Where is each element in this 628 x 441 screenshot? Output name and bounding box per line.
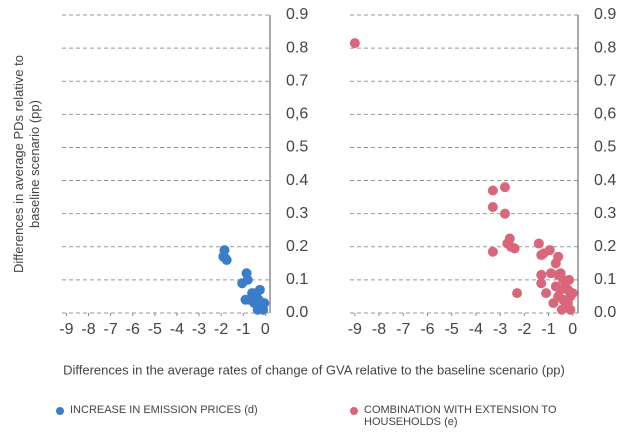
x-tick-label: -7 [396, 321, 410, 338]
point [536, 250, 547, 261]
point [564, 274, 575, 285]
x-tick-label: -7 [104, 321, 118, 338]
point [550, 258, 561, 269]
x-tick-label: -9 [59, 321, 73, 338]
x-tick-label: -1 [541, 321, 555, 338]
x-tick-label: -3 [192, 321, 206, 338]
x-tick-label: -2 [214, 321, 228, 338]
legend-item: COMBINATION WITH EXTENSION TO HOUSEHOLDS… [350, 404, 560, 428]
point [221, 255, 232, 266]
point [237, 278, 248, 289]
y-tick-label: 0.5 [594, 139, 616, 156]
x-tick-label: -6 [420, 321, 434, 338]
y-tick-label: 0.5 [286, 139, 308, 156]
y-tick-label: 0.8 [286, 39, 308, 56]
point [512, 288, 523, 299]
point [553, 291, 564, 302]
y-tick-label: 0.1 [594, 271, 616, 288]
point [565, 304, 576, 315]
point [509, 243, 520, 254]
point [349, 38, 360, 49]
x-tick-label: -5 [148, 321, 162, 338]
x-tick-label: -4 [170, 321, 184, 338]
y-tick-label: 0,6 [594, 106, 616, 123]
x-tick-label: -1 [236, 321, 250, 338]
x-tick-label: -9 [348, 321, 362, 338]
y-tick-label: 0.7 [286, 72, 308, 89]
x-tick-label: -8 [81, 321, 95, 338]
y-tick-label: 0.4 [594, 172, 616, 189]
point [487, 202, 498, 213]
x-tick-label: -8 [372, 321, 386, 338]
y-axis-label-line: baseline scenario (pp) [27, 100, 42, 228]
legend-label: INCREASE IN EMISSION PRICES (d) [70, 404, 258, 416]
y-tick-label: 0.9 [286, 6, 308, 23]
x-tick-label: 0 [568, 321, 577, 338]
y-tick-label: 0.9 [594, 6, 616, 23]
x-tick-label: -5 [445, 321, 459, 338]
y-tick-label: 0.2 [594, 238, 616, 255]
y-tick-label: 0.0 [286, 304, 308, 321]
point [244, 294, 255, 305]
y-tick-label: 0.0 [594, 304, 616, 321]
x-tick-label: -6 [126, 321, 140, 338]
legend-marker [56, 407, 64, 415]
point [259, 298, 270, 309]
legend-item: INCREASE IN EMISSION PRICES (d) [56, 404, 266, 416]
y-tick-label: 0.2 [286, 238, 308, 255]
point [533, 238, 544, 249]
legend-marker [350, 407, 358, 415]
y-tick-label: 0.4 [286, 172, 308, 189]
point [536, 278, 547, 289]
y-tick-label: 0.3 [594, 205, 616, 222]
point [556, 304, 567, 315]
point [487, 185, 498, 196]
point [544, 245, 555, 256]
x-tick-label: -2 [517, 321, 531, 338]
y-tick-label: 0.3 [286, 205, 308, 222]
point [252, 304, 263, 315]
x-tick-label: -3 [493, 321, 507, 338]
point [567, 288, 578, 299]
point [541, 288, 552, 299]
x-axis-label: Differences in the average rates of chan… [63, 362, 565, 377]
y-axis-label-line: Differences in average PDs relative to [11, 55, 26, 273]
y-tick-label: 0.7 [594, 72, 616, 89]
point [499, 208, 510, 219]
legend-label: COMBINATION WITH EXTENSION TO HOUSEHOLDS… [364, 404, 557, 428]
y-tick-label: 0,6 [286, 106, 308, 123]
x-tick-label: 0 [261, 321, 270, 338]
point [487, 246, 498, 257]
point [254, 284, 265, 295]
y-tick-label: 0.8 [594, 39, 616, 56]
y-axis-label: Differences in average PDs relative toba… [11, 55, 42, 273]
point [536, 269, 547, 280]
y-tick-label: 0.1 [286, 271, 308, 288]
point [550, 281, 561, 292]
point [499, 182, 510, 193]
x-tick-label: -4 [469, 321, 483, 338]
